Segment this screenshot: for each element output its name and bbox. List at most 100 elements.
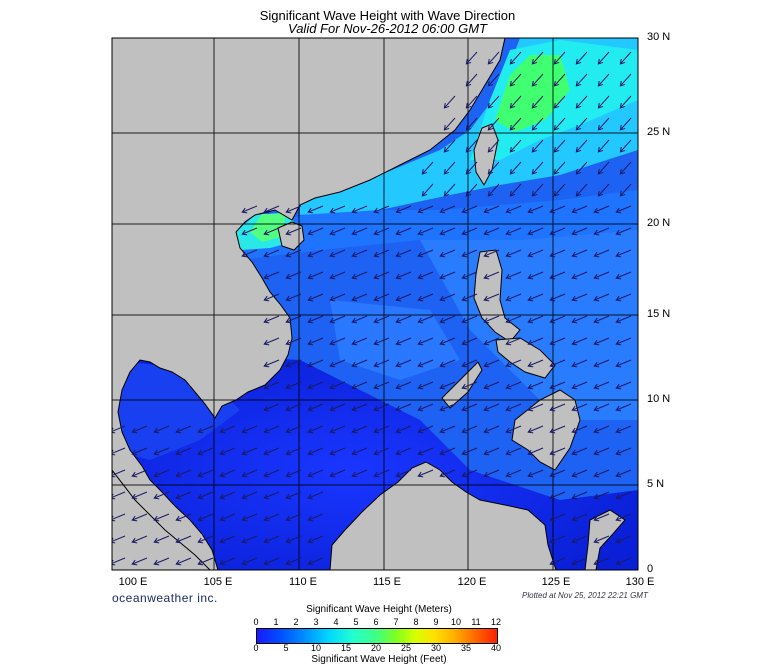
wave-arrow — [487, 183, 500, 197]
wave-arrow — [575, 139, 588, 153]
land-luzon — [473, 249, 521, 343]
wave-arrow — [509, 95, 522, 109]
wave-arrow — [483, 271, 500, 280]
land-visayas — [495, 337, 556, 379]
wave-arrow — [575, 73, 588, 87]
wave-arrow — [417, 447, 434, 456]
wave-arrow — [153, 491, 170, 500]
wave-arrow — [571, 315, 588, 324]
wave-arrow — [461, 337, 478, 346]
wave-arrow — [505, 227, 522, 236]
wave-arrow — [619, 161, 632, 175]
wave-arrow — [487, 95, 500, 109]
wave-arrow — [615, 205, 632, 214]
wave-arrow — [131, 491, 148, 500]
wave-arrow — [593, 315, 610, 324]
wave-arrow — [571, 359, 588, 368]
wave-arrow — [615, 381, 632, 390]
wave-arrow — [439, 425, 456, 434]
wave-arrow — [505, 403, 522, 412]
wave-arrow — [373, 249, 390, 258]
wave-arrow — [549, 227, 566, 236]
wave-arrow — [443, 139, 456, 153]
wave-arrow — [575, 51, 588, 65]
wave-arrow — [285, 491, 302, 500]
wave-arrow — [395, 249, 412, 258]
wave-arrow — [483, 249, 500, 258]
land-sulawesi — [584, 509, 626, 570]
colorbar-meter-tick: 11 — [471, 617, 481, 627]
wave-arrow — [439, 447, 456, 456]
wave-arrow — [615, 293, 632, 302]
wave-arrow — [531, 161, 544, 175]
wave-arrow — [373, 205, 390, 214]
wave-arrow — [531, 51, 544, 65]
lat-label-10n: 10 N — [647, 393, 671, 405]
lat-label-20n: 20 N — [647, 217, 671, 229]
lat-label-15n: 15 N — [647, 308, 671, 320]
wave-arrow — [373, 359, 390, 368]
wave-arrow — [351, 425, 368, 434]
wave-arrow — [373, 469, 390, 478]
wave-arrow — [465, 161, 478, 175]
wave-arrow — [307, 249, 324, 258]
wave-arrow — [307, 293, 324, 302]
wave-arrow — [307, 403, 324, 412]
wave-arrow — [549, 359, 566, 368]
wave-arrow — [241, 513, 258, 522]
wave-arrow — [241, 227, 258, 236]
wave-arrow — [615, 425, 632, 434]
wave-arrow — [487, 117, 500, 131]
wave-arrow — [263, 315, 280, 324]
wave-arrow — [619, 73, 632, 87]
wave-arrow — [439, 205, 456, 214]
wave-arrow — [571, 535, 588, 544]
wave-arrow — [373, 447, 390, 456]
colorbar-meter-tick: 4 — [333, 617, 339, 627]
wave-arrow — [597, 161, 610, 175]
wave-arrow — [483, 403, 500, 412]
wave-arrow — [417, 315, 434, 324]
wave-arrow — [619, 51, 632, 65]
wave-arrow — [351, 359, 368, 368]
colorbar-meter-tick: 3 — [313, 617, 319, 627]
wave-arrow — [241, 557, 258, 566]
wave-arrow — [329, 381, 346, 390]
wave-arrow — [197, 513, 214, 522]
wave-arrow — [443, 161, 456, 175]
wave-arrow — [575, 95, 588, 109]
wave-arrow — [307, 513, 324, 522]
colorbar-feet-tick: 0 — [253, 643, 259, 653]
wave-arrow — [329, 249, 346, 258]
wave-arrow — [571, 425, 588, 434]
wave-arrow — [571, 403, 588, 412]
colorbar-meter-tick: 7 — [393, 617, 399, 627]
wave-arrow — [593, 557, 610, 566]
wave-arrow — [593, 293, 610, 302]
wave-arrow — [597, 95, 610, 109]
wave-arrow — [417, 337, 434, 346]
wave-arrow — [553, 95, 566, 109]
wave-arrow — [553, 51, 566, 65]
wave-arrow — [197, 469, 214, 478]
wave-arrow — [285, 469, 302, 478]
wave-arrow — [351, 447, 368, 456]
wave-arrow — [615, 249, 632, 258]
wave-arrow — [439, 359, 456, 368]
wave-arrow — [593, 513, 610, 522]
wave-zone-mid-light — [330, 300, 460, 380]
wave-arrow — [461, 359, 478, 368]
wave-arrow — [531, 95, 544, 109]
wave-arrow — [461, 271, 478, 280]
wave-arrow — [263, 359, 280, 368]
wave-arrow — [373, 293, 390, 302]
wave-arrow — [395, 447, 412, 456]
wave-arrow — [549, 337, 566, 346]
wave-arrow — [329, 227, 346, 236]
wave-arrow — [549, 447, 566, 456]
wave-arrow — [285, 535, 302, 544]
wave-arrow — [615, 403, 632, 412]
lat-label-5n: 5 N — [647, 478, 665, 490]
wave-arrow — [131, 535, 148, 544]
wave-arrow — [241, 249, 258, 258]
